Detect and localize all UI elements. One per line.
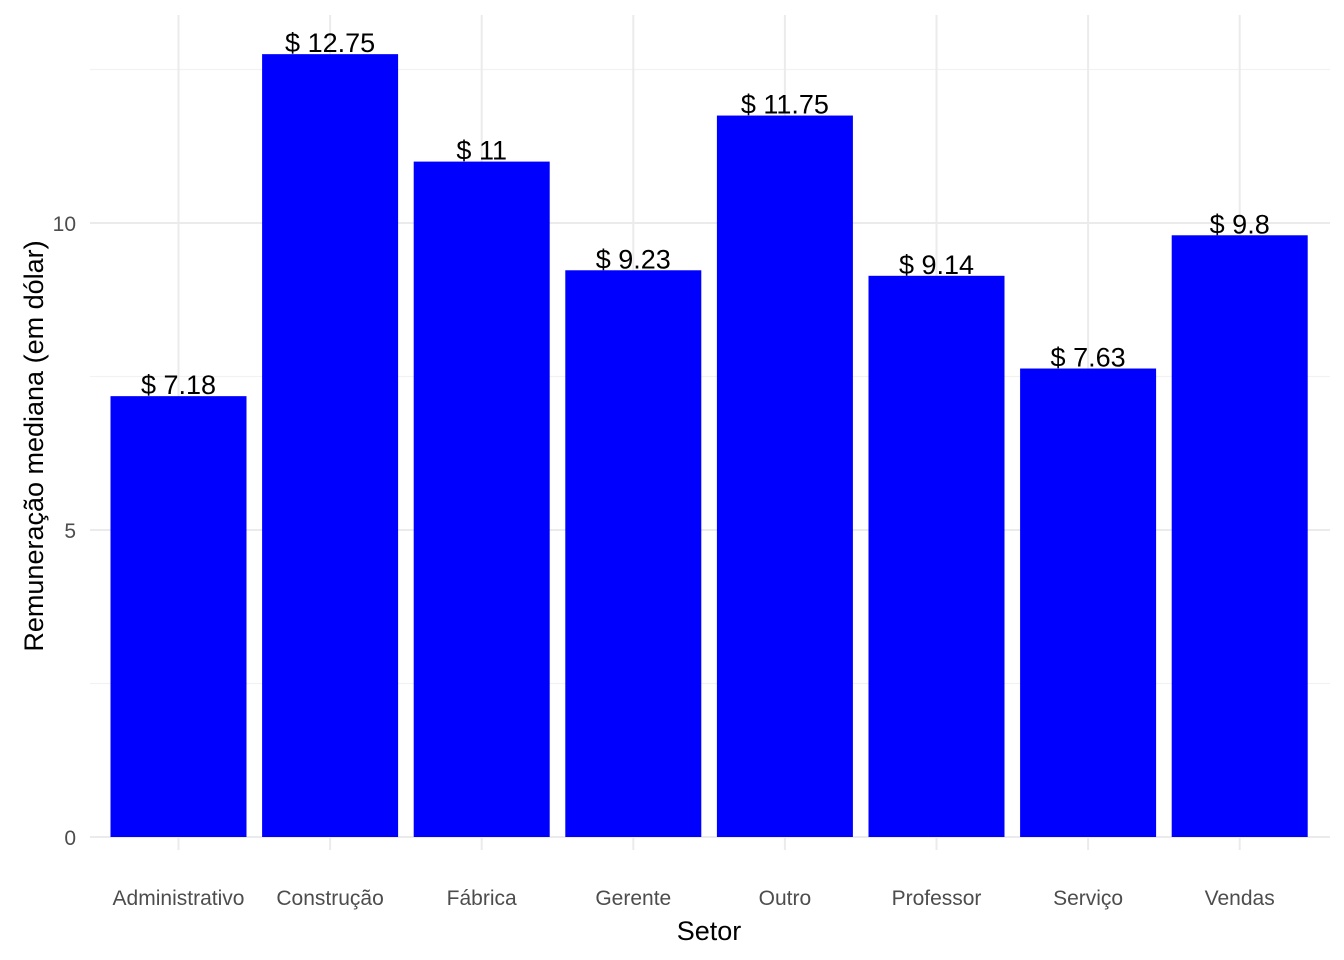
x-tick-label: Outro [759,887,812,910]
y-tick-label: 10 [53,213,76,236]
data-label: $ 11 [456,136,507,166]
bar-serviço [1020,368,1157,837]
x-tick-label: Administrativo [113,887,245,910]
x-tick-label: Construção [276,887,383,910]
x-axis-ticks: Administrativo Construção Fábrica Gerente Ou… [113,887,1275,910]
x-tick-label: Serviço [1053,887,1123,910]
x-tick-label: Professor [892,887,982,910]
x-tick-label: Fábrica [447,887,517,910]
x-tick-label: Vendas [1205,887,1275,910]
x-tick-label: Gerente [595,887,671,910]
y-axis-title: Remuneração mediana (em dólar) [19,240,49,651]
y-tick-label: 0 [64,827,76,850]
y-tick-label: 5 [64,520,76,543]
y-axis-ticks: 0 5 10 [53,213,76,850]
data-label: $ 7.63 [1051,343,1126,373]
bar-professor [868,275,1005,838]
bar-administrativo [110,396,247,837]
data-label: $ 9.8 [1210,209,1270,239]
data-labels: $ 7.18 $ 12.75 $ 11 $ 9.23 $ 11.75 $ 9.14 $ 7.… [141,28,1270,400]
data-label: $ 7.18 [141,370,216,400]
data-label: $ 11.75 [741,90,829,120]
bar-vendas [1171,235,1308,837]
bar-fábrica [413,161,550,838]
data-label: $ 9.23 [596,244,671,274]
bars [110,54,1308,838]
bar-outro [716,115,853,838]
x-axis-title: Setor [677,916,742,946]
data-label: $ 12.75 [285,28,375,58]
data-label: $ 9.14 [899,250,974,280]
bar-construção [262,54,399,837]
bar-gerente [565,270,702,837]
